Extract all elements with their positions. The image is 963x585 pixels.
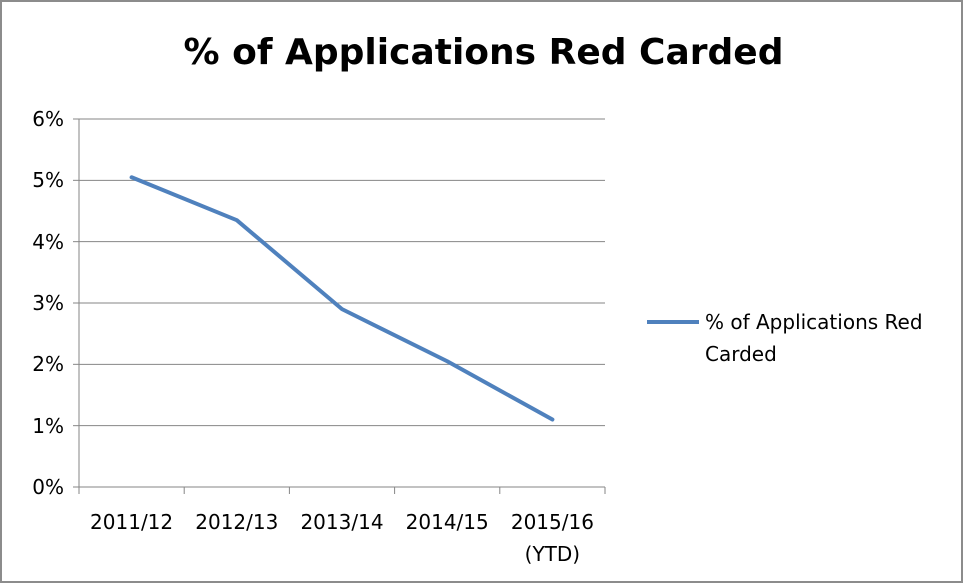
x-tick-label: 2015/16 (YTD)	[510, 510, 594, 566]
y-tick-label: 0%	[32, 475, 64, 499]
x-tick-label: 2014/15	[405, 510, 489, 534]
y-tick-label: 4%	[32, 229, 64, 254]
chart-title: % of Applications Red Carded	[183, 32, 784, 73]
y-tick-label: 1%	[32, 413, 64, 438]
y-tick-label: 5%	[32, 168, 64, 193]
x-tick-label: 2013/14	[300, 510, 384, 534]
x-tick-label: 2011/12	[90, 510, 174, 534]
y-tick-label: 3%	[32, 291, 64, 315]
y-tick-label: 6%	[32, 107, 64, 131]
legend-label: % of Applications Red Carded	[705, 310, 923, 366]
x-tick-label: 2012/13	[195, 510, 279, 534]
line-series	[129, 175, 555, 422]
y-tick-label: 2%	[32, 352, 64, 377]
